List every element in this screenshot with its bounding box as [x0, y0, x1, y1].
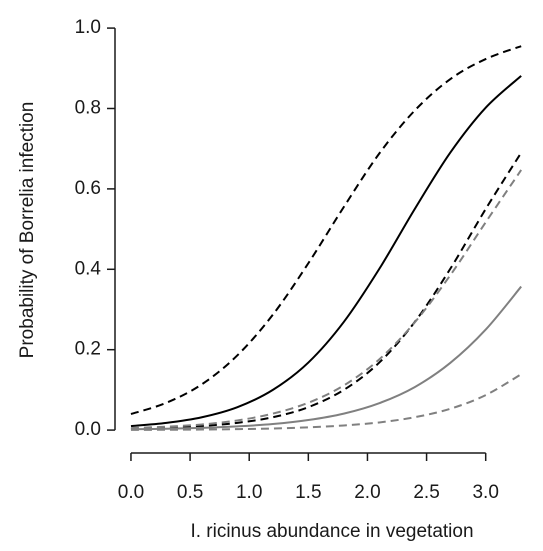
series-line	[130, 45, 522, 415]
y-tick-label: 0.0	[75, 419, 101, 440]
y-axis-label: Probability of Borrelia infection	[17, 102, 38, 359]
x-axis-label: I. ricinus abundance in vegetation	[190, 521, 473, 542]
y-tick-label: 0.8	[75, 98, 101, 119]
x-tick-label: 0.0	[118, 482, 144, 503]
x-tick-label: 1.0	[236, 482, 262, 503]
x-tick-label: 0.5	[177, 482, 203, 503]
y-tick-label: 0.4	[75, 258, 102, 279]
y-tick-label: 0.2	[75, 339, 101, 360]
series-line	[130, 75, 522, 428]
y-tick-label: 0.6	[75, 178, 101, 199]
y-tick-label: 1.0	[75, 17, 101, 38]
x-tick-label: 2.5	[413, 482, 439, 503]
series-line	[130, 373, 522, 431]
x-tick-label: 1.5	[295, 482, 321, 503]
series-line	[130, 169, 523, 430]
series-line	[130, 152, 523, 430]
series-line	[130, 285, 522, 431]
x-tick-label: 3.0	[472, 482, 498, 503]
x-tick-label: 2.0	[354, 482, 380, 503]
